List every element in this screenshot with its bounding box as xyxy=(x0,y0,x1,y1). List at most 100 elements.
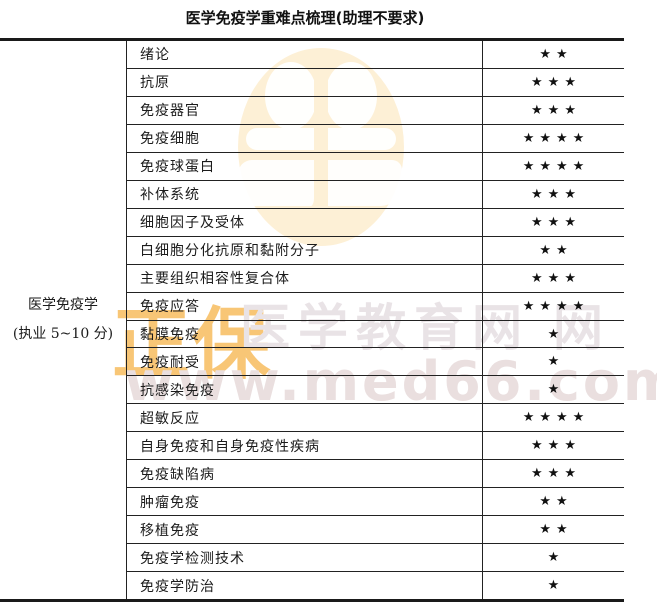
table-row: 免疫细胞 ★★★★ xyxy=(127,124,624,153)
table-row: 移植免疫 ★★ xyxy=(127,516,624,545)
topic-label: 移植免疫 xyxy=(140,522,200,539)
topic-cell: 免疫学检测技术 xyxy=(127,544,482,571)
stars-cell: ★★★★ xyxy=(482,404,624,432)
star-rating: ★★ xyxy=(539,46,573,62)
topic-cell: 自身免疫和自身免疫性疾病 xyxy=(127,432,482,459)
topic-label: 免疫学防治 xyxy=(140,578,215,595)
table-row: 白细胞分化抗原和黏附分子 ★★ xyxy=(127,236,624,265)
table-row: 免疫应答 ★★★★ xyxy=(127,292,624,321)
stars-cell: ★★★★ xyxy=(482,292,624,320)
stars-cell: ★ xyxy=(482,320,624,348)
topic-label: 免疫耐受 xyxy=(140,354,200,371)
stars-cell: ★★ xyxy=(482,236,624,264)
table-row: 免疫学检测技术 ★ xyxy=(127,544,624,573)
table-row: 黏膜免疫 ★ xyxy=(127,320,624,349)
topic-label: 主要组织相容性复合体 xyxy=(140,271,290,288)
table-row: 免疫球蛋白 ★★★★ xyxy=(127,152,624,181)
topic-label: 抗感染免疫 xyxy=(140,382,215,399)
subject-score-note: (执业 5~10 分) xyxy=(12,326,114,342)
star-rating: ★ xyxy=(547,578,565,594)
table-row: 免疫缺陷病 ★★★ xyxy=(127,460,624,489)
topic-label: 免疫学检测技术 xyxy=(140,550,245,567)
star-rating: ★ xyxy=(547,326,565,342)
star-rating: ★ xyxy=(547,550,565,566)
star-rating: ★ xyxy=(547,382,565,398)
subject-name: 医学免疫学 xyxy=(28,296,98,313)
topic-cell: 白细胞分化抗原和黏附分子 xyxy=(127,237,482,264)
topic-label: 超敏反应 xyxy=(140,410,200,427)
topic-cell: 免疫器官 xyxy=(127,97,482,124)
subject-header-cell: 医学免疫学 (执业 5~10 分) xyxy=(0,41,127,599)
topic-cell: 绪论 xyxy=(127,41,482,68)
star-rating: ★★★ xyxy=(531,466,581,482)
topic-label: 免疫应答 xyxy=(140,299,200,316)
stars-cell: ★ xyxy=(482,572,624,600)
table-row: 补体系统 ★★★ xyxy=(127,180,624,209)
rows: 绪论 ★★ 抗原 ★★★ 免疫器官 ★★★ 免疫细胞 ★★★★ 免疫球蛋白 xyxy=(127,41,624,600)
topic-label: 免疫器官 xyxy=(140,103,200,120)
topic-cell: 肿瘤免疫 xyxy=(127,488,482,515)
table-row: 抗原 ★★★ xyxy=(127,68,624,97)
topic-label: 黏膜免疫 xyxy=(140,327,200,343)
topic-cell: 细胞因子及受体 xyxy=(127,209,482,236)
topic-cell: 抗感染免疫 xyxy=(127,376,482,403)
table-row: 自身免疫和自身免疫性疾病 ★★★ xyxy=(127,432,624,461)
stars-cell: ★★ xyxy=(482,516,624,544)
immunology-topics-table: 医学免疫学 (执业 5~10 分) 绪论 ★★ 抗原 ★★★ 免疫器官 ★★★ … xyxy=(0,38,624,602)
stars-cell: ★★★ xyxy=(482,460,624,488)
star-rating: ★★★ xyxy=(531,438,581,454)
star-rating: ★★★★ xyxy=(522,130,590,146)
topic-cell: 黏膜免疫 xyxy=(127,321,482,348)
star-rating: ★★★ xyxy=(531,102,581,118)
topic-cell: 免疫球蛋白 xyxy=(127,153,482,180)
topic-label: 肿瘤免疫 xyxy=(140,494,200,511)
table-row: 超敏反应 ★★★★ xyxy=(127,404,624,433)
stars-cell: ★★ xyxy=(482,488,624,516)
topic-label: 免疫缺陷病 xyxy=(140,466,215,483)
star-rating: ★★ xyxy=(539,242,573,258)
topic-label: 抗原 xyxy=(140,75,170,92)
topic-cell: 免疫应答 xyxy=(127,293,482,320)
star-rating: ★★ xyxy=(539,494,573,510)
stars-cell: ★★★★ xyxy=(482,152,624,180)
topic-cell: 超敏反应 xyxy=(127,404,482,431)
topic-cell: 免疫细胞 xyxy=(127,125,482,152)
stars-cell: ★★ xyxy=(482,41,624,68)
star-rating: ★★★ xyxy=(531,270,581,286)
stars-cell: ★★★ xyxy=(482,264,624,292)
stars-cell: ★★★ xyxy=(482,432,624,460)
topic-cell: 免疫耐受 xyxy=(127,348,482,375)
stars-cell: ★★★★ xyxy=(482,124,624,152)
star-rating: ★★★★ xyxy=(522,298,590,314)
star-rating: ★★★★ xyxy=(522,158,590,174)
topic-cell: 免疫缺陷病 xyxy=(127,460,482,487)
topic-cell: 补体系统 xyxy=(127,181,482,208)
table-row: 免疫学防治 ★ xyxy=(127,572,624,600)
table-row: 主要组织相容性复合体 ★★★ xyxy=(127,264,624,293)
stars-cell: ★ xyxy=(482,348,624,376)
topic-label: 细胞因子及受体 xyxy=(140,215,245,232)
topic-label: 免疫球蛋白 xyxy=(140,159,215,176)
table-row: 免疫耐受 ★ xyxy=(127,348,624,377)
stars-cell: ★ xyxy=(482,544,624,572)
stars-cell: ★ xyxy=(482,376,624,404)
topic-label: 自身免疫和自身免疫性疾病 xyxy=(140,438,320,455)
topic-label: 补体系统 xyxy=(140,187,200,204)
stars-cell: ★★★ xyxy=(482,180,624,208)
table-row: 抗感染免疫 ★ xyxy=(127,376,624,405)
table-row: 细胞因子及受体 ★★★ xyxy=(127,208,624,237)
topic-cell: 移植免疫 xyxy=(127,516,482,543)
star-rating: ★★★ xyxy=(531,74,581,90)
table-row: 肿瘤免疫 ★★ xyxy=(127,488,624,517)
topic-label: 绪论 xyxy=(140,47,170,64)
topic-label: 免疫细胞 xyxy=(140,131,200,148)
star-rating: ★ xyxy=(547,354,565,370)
star-rating: ★★★★ xyxy=(522,410,590,426)
table-row: 免疫器官 ★★★ xyxy=(127,96,624,125)
stars-cell: ★★★ xyxy=(482,96,624,124)
star-rating: ★★ xyxy=(539,522,573,538)
stars-cell: ★★★ xyxy=(482,68,624,96)
stars-cell: ★★★ xyxy=(482,208,624,236)
topic-cell: 主要组织相容性复合体 xyxy=(127,265,482,292)
topic-cell: 免疫学防治 xyxy=(127,572,482,599)
